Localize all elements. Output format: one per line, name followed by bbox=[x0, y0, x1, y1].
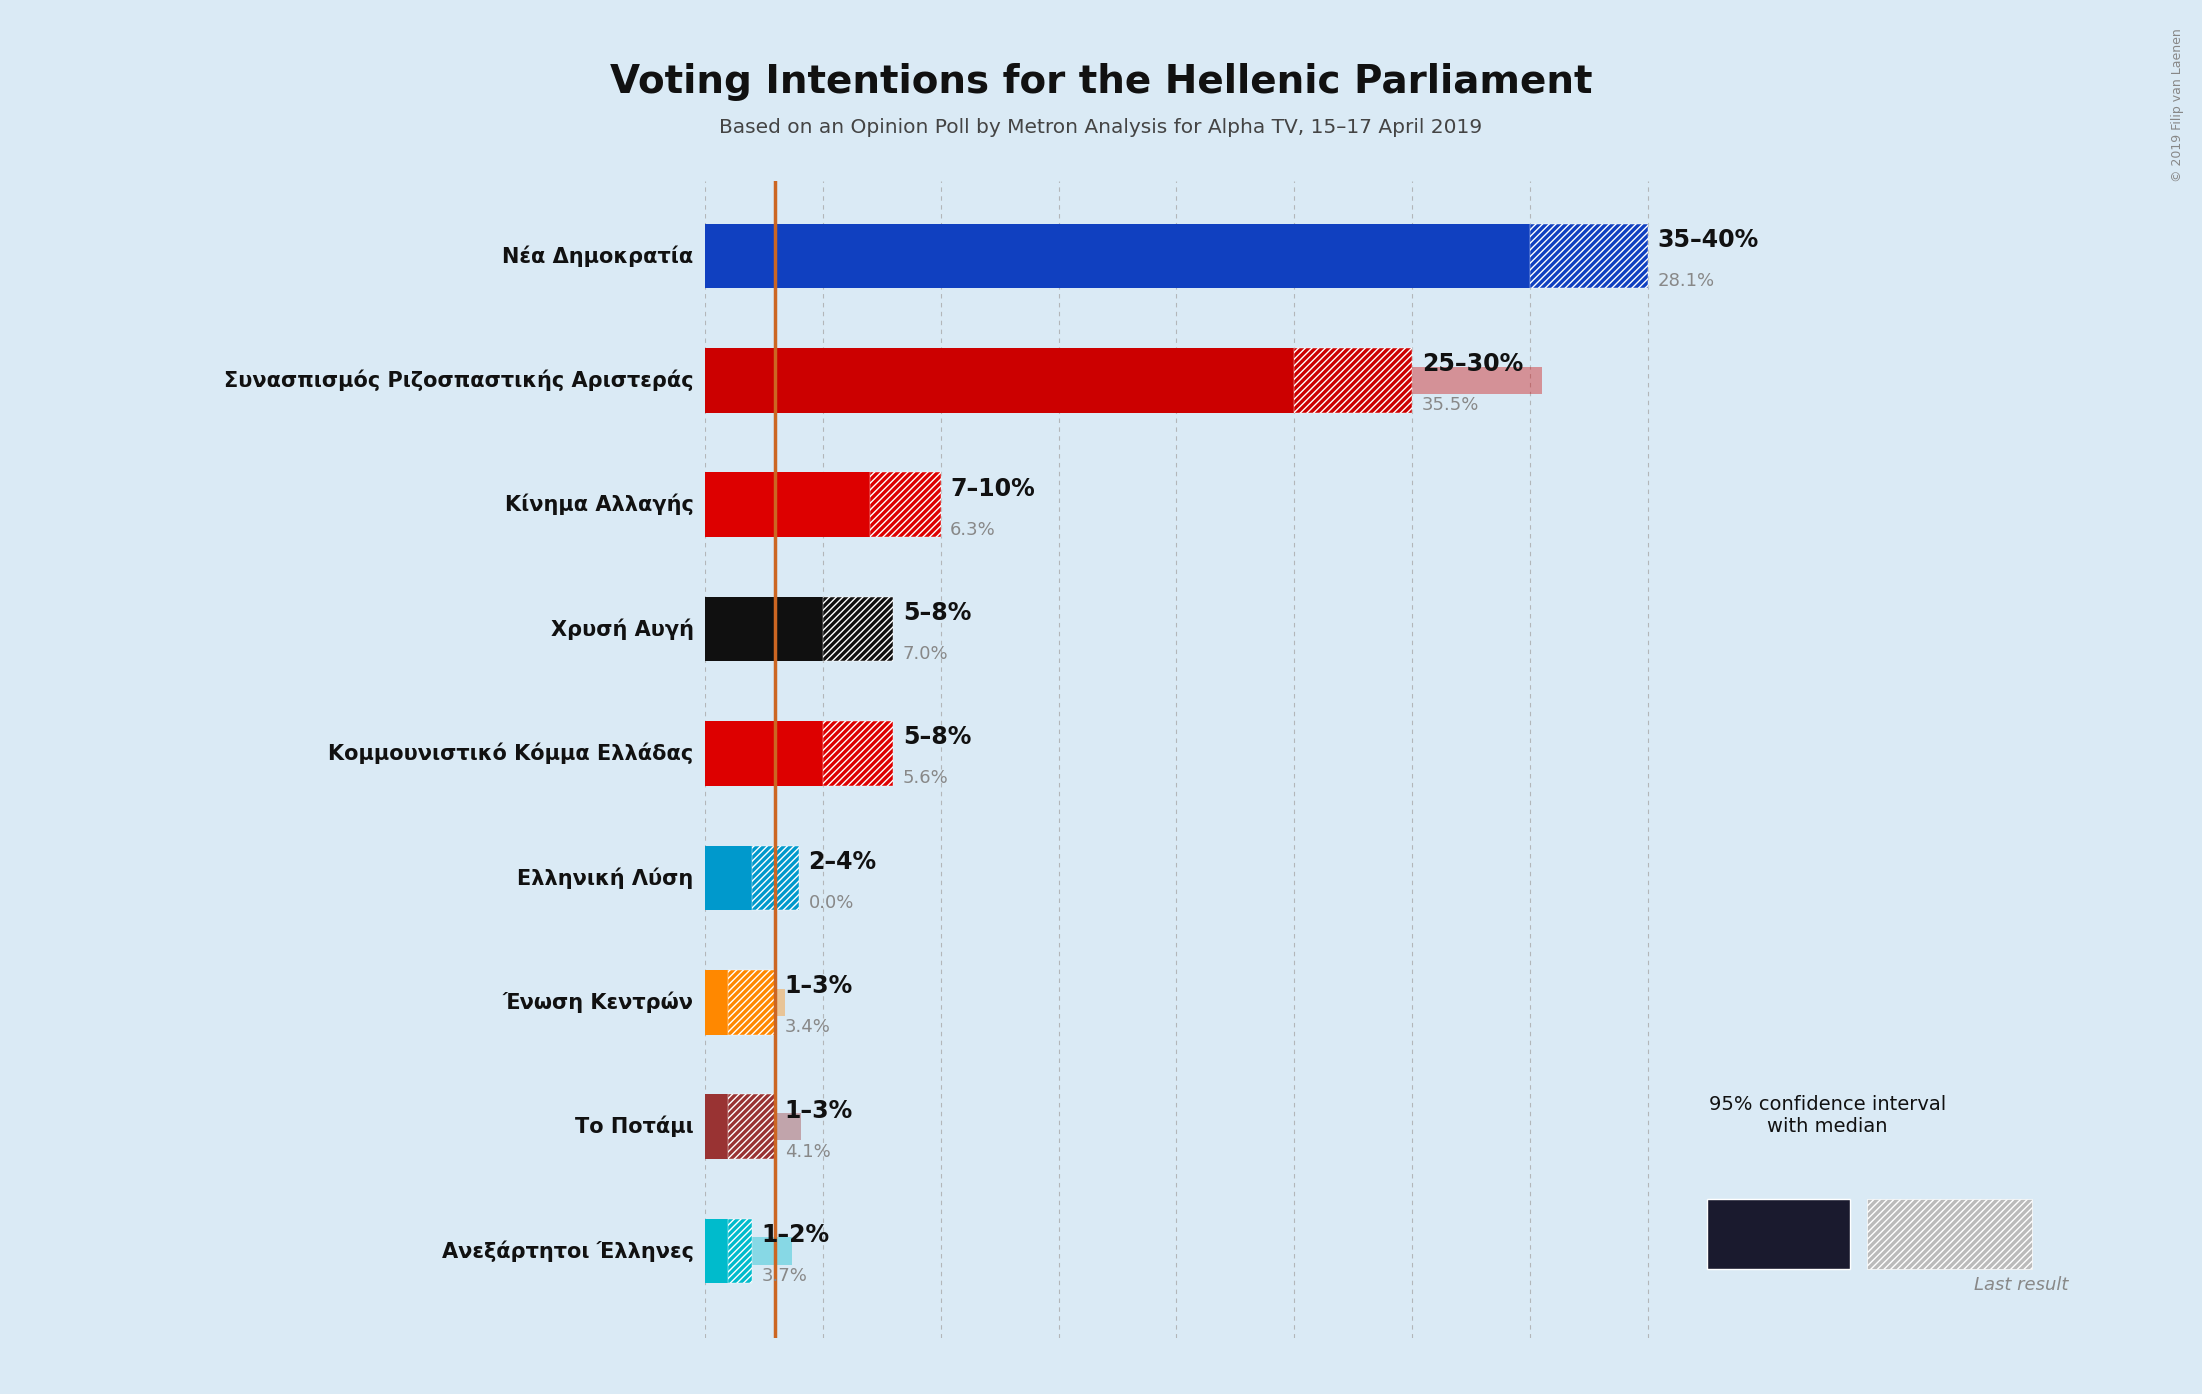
Text: Based on an Opinion Poll by Metron Analysis for Alpha TV, 15–17 April 2019: Based on an Opinion Poll by Metron Analy… bbox=[720, 118, 1482, 138]
Bar bbox=[705, 473, 870, 537]
Text: 95% confidence interval
with median: 95% confidence interval with median bbox=[1709, 1096, 1947, 1136]
Text: 2–4%: 2–4% bbox=[808, 850, 876, 874]
Text: 6.3%: 6.3% bbox=[949, 520, 995, 538]
Bar bbox=[705, 1218, 729, 1284]
Bar bbox=[870, 473, 940, 537]
Text: 35–40%: 35–40% bbox=[1658, 227, 1759, 252]
Bar bbox=[705, 597, 824, 661]
Text: 1–3%: 1–3% bbox=[784, 974, 852, 998]
Text: Χρυσή Αυγή: Χρυσή Αυγή bbox=[550, 619, 694, 640]
Bar bbox=[705, 740, 837, 767]
Text: 0.0%: 0.0% bbox=[808, 894, 854, 912]
Bar bbox=[824, 597, 894, 661]
Text: 3.7%: 3.7% bbox=[762, 1267, 808, 1285]
Text: 1–2%: 1–2% bbox=[762, 1223, 830, 1248]
Bar bbox=[705, 243, 1367, 269]
Bar bbox=[705, 367, 1541, 395]
Bar bbox=[705, 348, 1295, 413]
Text: Νέα Δημοκρατία: Νέα Δημοκρατία bbox=[502, 245, 694, 266]
Text: Κομμουνιστικό Κόμμα Ελλάδας: Κομμουνιστικό Κόμμα Ελλάδας bbox=[328, 743, 694, 764]
Bar bbox=[705, 615, 870, 643]
Text: 35.5%: 35.5% bbox=[1422, 396, 1480, 414]
Text: 3.4%: 3.4% bbox=[784, 1018, 830, 1036]
Text: 1–3%: 1–3% bbox=[784, 1098, 852, 1122]
Text: Ανεξάρτητοι Έλληνες: Ανεξάρτητοι Έλληνες bbox=[443, 1241, 694, 1262]
Bar bbox=[729, 1218, 751, 1284]
Text: Κίνημα Αλλαγής: Κίνημα Αλλαγής bbox=[504, 493, 694, 516]
Text: 4.1%: 4.1% bbox=[784, 1143, 830, 1161]
Text: 7.0%: 7.0% bbox=[903, 645, 949, 664]
Bar bbox=[729, 1094, 775, 1158]
Bar bbox=[824, 721, 894, 786]
Bar bbox=[1530, 223, 1649, 289]
Bar bbox=[705, 223, 1530, 289]
Text: 5–8%: 5–8% bbox=[903, 601, 971, 625]
Bar bbox=[705, 1238, 793, 1264]
Bar bbox=[751, 846, 799, 910]
Text: 5–8%: 5–8% bbox=[903, 725, 971, 750]
Bar bbox=[705, 1112, 802, 1140]
Text: Το Ποτάμι: Το Ποτάμι bbox=[575, 1117, 694, 1138]
Text: 25–30%: 25–30% bbox=[1422, 353, 1524, 376]
Bar bbox=[729, 970, 775, 1034]
Bar bbox=[705, 721, 824, 786]
Bar bbox=[705, 1094, 729, 1158]
Text: Συνασπισμός Ριζοσπαστικής Αριστεράς: Συνασπισμός Ριζοσπαστικής Αριστεράς bbox=[225, 369, 694, 392]
Bar bbox=[705, 846, 751, 910]
Bar bbox=[705, 970, 729, 1034]
Text: 28.1%: 28.1% bbox=[1658, 272, 1715, 290]
Text: Ένωση Κεντρών: Ένωση Κεντρών bbox=[502, 991, 694, 1013]
Bar bbox=[1295, 348, 1411, 413]
Text: 7–10%: 7–10% bbox=[949, 477, 1035, 500]
Text: Voting Intentions for the Hellenic Parliament: Voting Intentions for the Hellenic Parli… bbox=[610, 63, 1592, 100]
Text: © 2019 Filip van Laenen: © 2019 Filip van Laenen bbox=[2171, 28, 2184, 181]
Text: 5.6%: 5.6% bbox=[903, 769, 949, 788]
Bar bbox=[705, 491, 852, 519]
Text: Ελληνική Λύση: Ελληνική Λύση bbox=[517, 867, 694, 888]
Text: Last result: Last result bbox=[1975, 1276, 2068, 1294]
Bar bbox=[705, 988, 784, 1016]
